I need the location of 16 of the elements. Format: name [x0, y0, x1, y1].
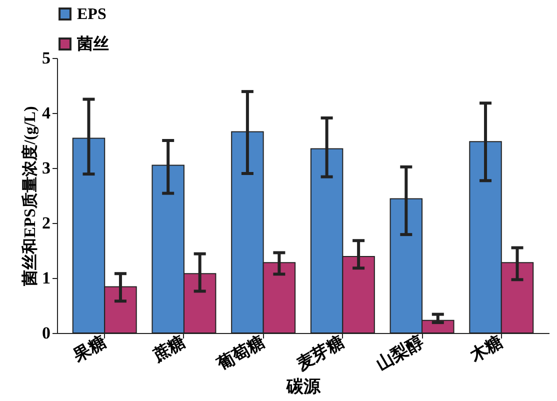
x-tick-label: 蔗糖	[148, 332, 188, 366]
y-axis-title: 菌丝和EPS质量浓度/(g/L)	[20, 106, 39, 287]
legend-label: EPS	[77, 6, 106, 23]
x-axis-title: 碳源	[286, 376, 322, 396]
x-tick-label: 果糖	[69, 332, 110, 366]
legend-label: 菌丝	[76, 35, 109, 53]
x-tick-label: 葡萄糖	[213, 332, 268, 374]
x-tick-label: 木糖	[466, 332, 506, 366]
y-tick-label: 2	[42, 214, 50, 232]
x-tick-label: 麦芽糖	[292, 332, 348, 374]
y-tick-label: 3	[42, 158, 50, 178]
y-tick-label: 1	[42, 268, 50, 288]
y-tick-label: 4	[42, 104, 51, 122]
x-tick-label: 山梨醇	[372, 332, 427, 374]
y-tick-label: 5	[42, 48, 50, 68]
y-tick-label: 0	[42, 324, 50, 342]
